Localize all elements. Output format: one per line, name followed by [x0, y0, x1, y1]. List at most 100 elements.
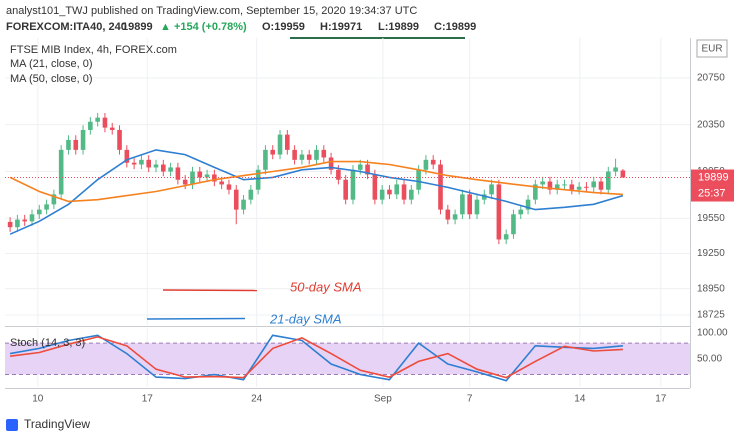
- candle-body: [58, 149, 64, 195]
- published-line: analyst101_TWJ published on TradingView.…: [6, 5, 417, 17]
- candle-body: [117, 129, 122, 150]
- candle-body: [518, 209, 524, 215]
- candle-body: [489, 184, 494, 195]
- countdown-box: [691, 185, 734, 202]
- currency: EUR: [701, 44, 722, 55]
- candle-body: [102, 117, 108, 128]
- candle-body: [569, 184, 575, 190]
- candle-body: [584, 186, 589, 188]
- candle-body: [547, 181, 553, 190]
- logo: [6, 419, 18, 431]
- y-tick-label: 19550: [697, 213, 725, 224]
- candle-body: [350, 169, 356, 200]
- candle-body: [73, 139, 79, 150]
- plot-area: [5, 38, 690, 387]
- candle-body: [357, 164, 363, 170]
- main-title: FTSE MIB Index, 4h, FOREX.com: [10, 44, 177, 56]
- candle-body: [277, 134, 283, 155]
- candle-body: [285, 134, 290, 150]
- candle-body: [496, 184, 502, 240]
- candle-body: [233, 189, 239, 210]
- moving-average: [9, 149, 624, 235]
- candle-body: [314, 149, 319, 160]
- candle-body: [182, 179, 188, 185]
- candle-body: [379, 189, 385, 200]
- candle-body: [525, 199, 531, 210]
- logo-mark: [6, 419, 18, 431]
- candle-body: [365, 164, 370, 175]
- candle-body: [438, 164, 443, 210]
- high: H:19971: [320, 21, 362, 33]
- annotation: 50-day SMA: [290, 279, 362, 294]
- candle-body: [387, 189, 392, 195]
- y-tick-label: 20750: [697, 72, 725, 83]
- candle-body: [467, 194, 472, 215]
- y-tick-label: 18725: [697, 310, 725, 321]
- candle-body: [153, 164, 159, 168]
- candle-body: [306, 154, 312, 160]
- candle-body: [401, 184, 407, 200]
- candle-body: [204, 174, 210, 178]
- candle-body: [598, 181, 604, 190]
- candle-body: [591, 181, 597, 188]
- candle-body: [613, 167, 618, 172]
- change: ▲ +154 (+0.78%): [160, 21, 247, 33]
- candle-body: [197, 171, 203, 178]
- x-tick-label: 17: [655, 394, 667, 405]
- candle-body: [51, 194, 57, 205]
- candle-body: [146, 159, 152, 168]
- candle-body: [7, 221, 13, 228]
- candle-body: [554, 184, 560, 190]
- candle-body: [131, 162, 137, 165]
- x-tick-label: 10: [32, 394, 44, 405]
- stoch-line: [9, 336, 623, 379]
- stoch-title: Stoch (14, 3, 3): [10, 337, 85, 349]
- candle-body: [481, 194, 487, 200]
- candle-body: [255, 169, 261, 190]
- symbol: FOREXCOM:ITA40, 240: [6, 21, 127, 33]
- candle-body: [80, 129, 86, 150]
- candle-body: [15, 219, 20, 228]
- candle-body: [270, 149, 276, 155]
- x-tick-label: 14: [574, 394, 586, 405]
- candle-body: [175, 167, 181, 180]
- annotation: 21-day SMA: [269, 311, 342, 326]
- candle-body: [299, 154, 305, 160]
- candle-body: [562, 184, 567, 186]
- candle-body: [29, 214, 35, 222]
- y-tick-label: 19250: [697, 248, 725, 259]
- y-tick-label: 50.00: [697, 353, 722, 364]
- x-tick-label: 17: [142, 394, 154, 405]
- candle-body: [503, 234, 509, 240]
- candle-body: [336, 169, 341, 180]
- candle-body: [124, 149, 130, 163]
- candle-body: [161, 164, 166, 172]
- y-tick-label: 18950: [697, 283, 725, 294]
- candle-body: [219, 181, 224, 185]
- candle-body: [605, 171, 611, 190]
- annotation-line: [162, 289, 258, 292]
- candle-body: [66, 139, 71, 150]
- candle-body: [343, 179, 348, 200]
- candle-body: [394, 184, 400, 195]
- x-tick-label: 24: [251, 394, 263, 405]
- candle-body: [576, 186, 582, 190]
- legend-ma21: MA (21, close, 0): [10, 58, 93, 70]
- x-tick-label: 7: [467, 394, 473, 405]
- price: 19899: [122, 21, 153, 33]
- candle-body: [409, 189, 414, 200]
- low: L:19899: [378, 21, 419, 33]
- candle-body: [474, 199, 480, 215]
- x-tick-label: Sep: [374, 394, 392, 405]
- candle-body: [109, 127, 115, 130]
- close: C:19899: [434, 21, 476, 33]
- open: O:19959: [262, 21, 305, 33]
- candle-body: [248, 189, 254, 200]
- countdown: 25:37: [698, 187, 726, 199]
- candle-body: [620, 170, 626, 178]
- last-price-label: 19899: [698, 171, 729, 183]
- candle-body: [190, 171, 195, 185]
- candle-body: [511, 214, 516, 235]
- candle-body: [226, 184, 232, 190]
